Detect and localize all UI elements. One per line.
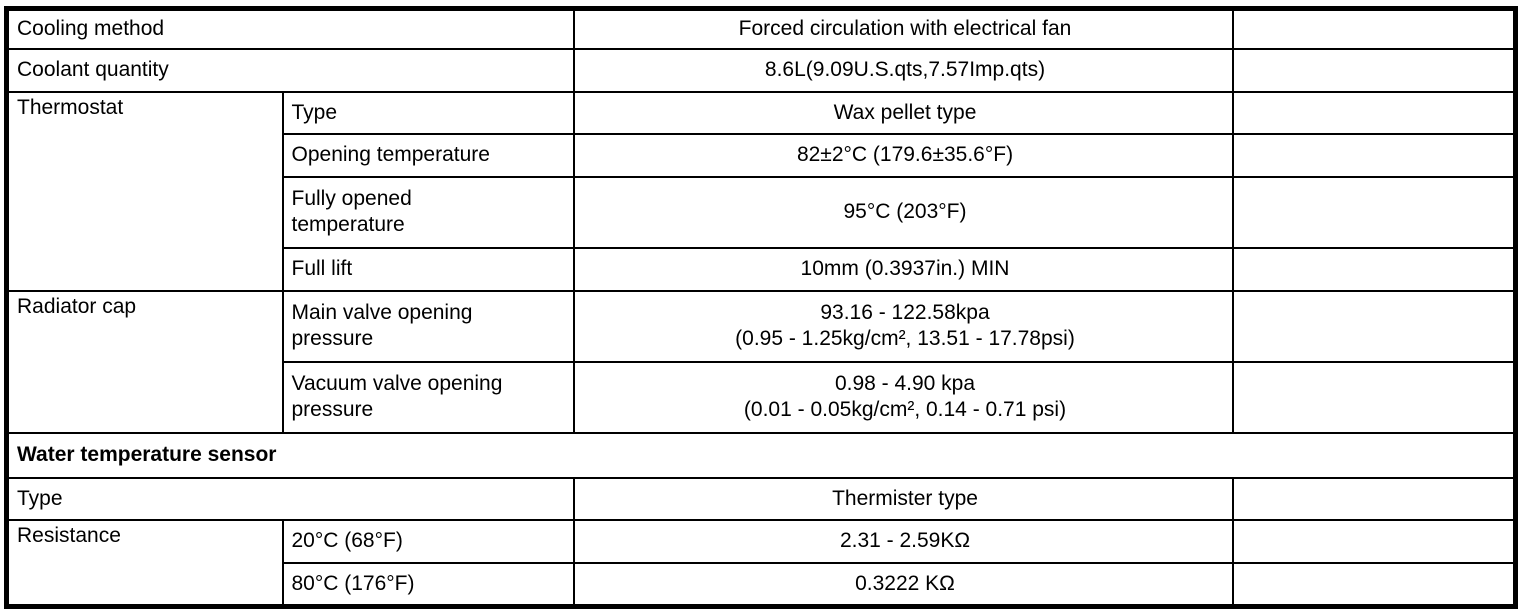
row-value-resistance-20c: 2.31 - 2.59KΩ [572,518,1234,564]
empty-cell [1231,246,1517,292]
empty-cell [1231,47,1517,93]
row-value-full-lift: 10mm (0.3937in.) MIN [572,246,1234,292]
empty-cell [1231,476,1517,521]
spec-table: Cooling method Forced circulation with e… [4,6,1518,609]
row-value-thermostat-type: Wax pellet type [572,90,1234,135]
empty-cell [1231,7,1517,50]
value-line-1: 93.16 - 122.58kpa [820,301,990,325]
row-value-resistance-80c: 0.3222 KΩ [572,561,1234,608]
row-label-sensor-type: Type [5,476,575,521]
table-row: Coolant quantity 8.6L(9.09U.S.qts,7.57Im… [5,47,1517,93]
sub-label-main-valve-opening-pressure: Main valve opening pressure [281,289,575,363]
table-row: Opening temperature 82±2°C (179.6±35.6°F… [7,132,1517,178]
empty-cell [1231,90,1517,135]
empty-cell [1231,561,1517,608]
table-row: Fully opened temperature 95°C (203°F) [7,175,1517,249]
value-line-1: 0.98 - 4.90 kpa [834,372,976,396]
empty-cell [1231,289,1517,363]
cooling-system-spec-table: Cooling method Forced circulation with e… [4,6,1518,609]
sub-label-full-lift: Full lift [281,246,575,292]
sub-label-resistance-80c: 80°C (176°F) [281,561,575,608]
empty-cell [1231,132,1517,178]
group-label-thermostat: Thermostat [5,90,284,292]
empty-cell [1231,360,1517,434]
row-value-sensor-type: Thermister type [572,476,1234,521]
value-line-2: (0.95 - 1.25kg/cm², 13.51 - 17.78psi) [735,327,1075,350]
section-header-water-temperature-sensor: Water temperature sensor [5,431,1517,479]
group-label-resistance: Resistance [5,518,284,608]
sub-label-opening-temperature: Opening temperature [281,132,575,178]
row-value-coolant-quantity: 8.6L(9.09U.S.qts,7.57Imp.qts) [572,47,1234,93]
empty-cell [1231,175,1517,249]
row-label-coolant-quantity: Coolant quantity [5,47,575,93]
sub-label-fully-opened-temperature: Fully opened temperature [281,175,575,249]
row-value-fully-opened-temperature: 95°C (203°F) [572,175,1234,249]
sub-label-vacuum-valve-opening-pressure: Vacuum valve opening pressure [281,360,575,434]
group-label-radiator-cap: Radiator cap [5,289,284,434]
table-row: Full lift 10mm (0.3937in.) MIN [7,246,1517,292]
row-value-opening-temperature: 82±2°C (179.6±35.6°F) [572,132,1234,178]
table-row: Resistance 20°C (68°F) 2.31 - 2.59KΩ [5,518,1517,608]
table-row: Water temperature sensor [5,431,1517,479]
row-value-main-valve-opening-pressure: 93.16 - 122.58kpa (0.95 - 1.25kg/cm², 13… [572,289,1234,363]
table-row: Vacuum valve opening pressure 0.98 - 4.9… [7,360,1517,434]
table-row: Radiator cap Main valve opening pressure… [5,289,1517,434]
table-row: Type Thermister type [5,476,1517,521]
table-row: 80°C (176°F) 0.3222 KΩ [7,561,1517,608]
row-value-vacuum-valve-opening-pressure: 0.98 - 4.90 kpa (0.01 - 0.05kg/cm², 0.14… [572,360,1234,434]
row-label-cooling-method: Cooling method [5,7,575,50]
table-row: Thermostat Type Wax pellet type [5,90,1517,292]
sub-label-thermostat-type: Type [281,90,575,135]
table-row: Cooling method Forced circulation with e… [5,7,1517,50]
value-line-2: (0.01 - 0.05kg/cm², 0.14 - 0.71 psi) [743,398,1067,421]
row-value-cooling-method: Forced circulation with electrical fan [572,7,1234,50]
empty-cell [1231,518,1517,564]
sub-label-resistance-20c: 20°C (68°F) [281,518,575,564]
